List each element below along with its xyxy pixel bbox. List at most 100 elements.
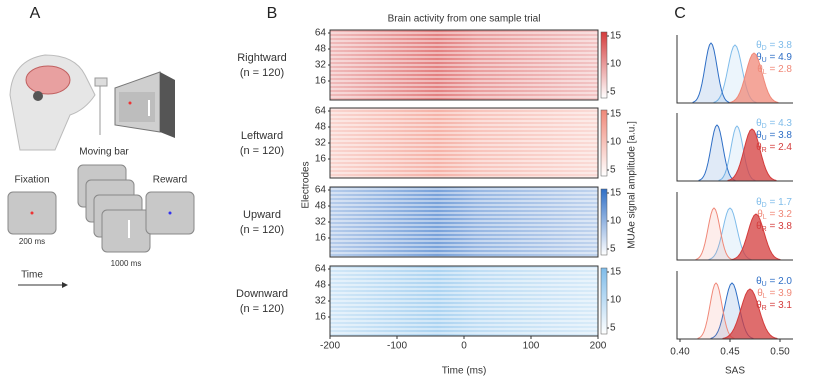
symbol: θ — [756, 130, 762, 141]
subscript: R — [762, 147, 767, 154]
symbol: θ — [756, 221, 762, 232]
axis-label: SAS — [725, 366, 745, 377]
frame — [676, 113, 793, 182]
label: 200 ms — [19, 237, 45, 246]
symbol: θ — [756, 300, 762, 311]
y-tick-label: 32 — [315, 60, 327, 71]
condition-n: (n = 120) — [240, 303, 284, 315]
heatmap-texture — [330, 266, 598, 336]
colorbar-tick-label: 15 — [610, 109, 622, 120]
condition-name: Leftward — [241, 130, 283, 142]
heatmap-texture — [330, 108, 598, 178]
subscript: L — [763, 214, 767, 221]
arrow-head — [62, 282, 68, 288]
colorbar-tick-label: 15 — [610, 31, 622, 42]
condition-n: (n = 120) — [240, 145, 284, 157]
theta-label: θD = 4.3 — [756, 118, 792, 130]
axis-label: Electrodes — [301, 161, 312, 208]
symbol: θ — [756, 142, 762, 153]
value: = 3.1 — [767, 300, 793, 311]
value: = 2.0 — [767, 276, 793, 287]
histogram — [698, 124, 736, 182]
x-tick-label: 0 — [461, 341, 467, 352]
y-tick-label: 64 — [315, 28, 327, 39]
value: = 1.7 — [767, 197, 793, 208]
label: 1000 ms — [111, 259, 142, 268]
symbol: θ — [757, 209, 763, 220]
colorbar-tick-label: 5 — [610, 165, 616, 176]
x-tick-label: 100 — [523, 341, 540, 352]
subscript: D — [762, 123, 767, 130]
histogram — [729, 52, 779, 104]
value: = 3.8 — [767, 221, 793, 232]
theta-label: θU = 3.8 — [756, 130, 792, 142]
histogram — [731, 213, 781, 261]
y-tick-label: 16 — [315, 233, 327, 244]
colorbar-tick-label: 10 — [610, 216, 622, 227]
y-tick-label: 16 — [315, 312, 327, 323]
label: Fixation — [14, 175, 49, 186]
frame — [676, 271, 793, 340]
y-tick-label: 48 — [315, 201, 327, 212]
theta-label: θR = 2.4 — [756, 142, 792, 154]
colorbar-tick-label: 10 — [610, 137, 622, 148]
symbol: θ — [756, 118, 762, 129]
y-tick-label: 16 — [315, 76, 327, 87]
y-tick-label: 64 — [315, 185, 327, 196]
condition-n: (n = 120) — [240, 224, 284, 236]
subscript: L — [763, 69, 767, 76]
value: = 4.9 — [767, 52, 793, 63]
value: = 2.8 — [767, 64, 793, 75]
y-tick-label: 48 — [315, 122, 327, 133]
histogram — [722, 288, 778, 340]
condition-name: Rightward — [237, 52, 287, 64]
colorbar — [600, 188, 608, 256]
heatmap-texture — [330, 187, 598, 257]
y-tick-label: 64 — [315, 264, 327, 275]
x-tick-label: 200 — [590, 341, 607, 352]
colorbar — [600, 109, 608, 177]
colorbar-tick-label: 10 — [610, 295, 622, 306]
value: = 4.3 — [767, 118, 793, 129]
x-tick-label: -100 — [387, 341, 407, 352]
symbol: θ — [756, 197, 762, 208]
colorbar — [600, 267, 608, 335]
subscript: R — [762, 226, 767, 233]
axis-label: Time (ms) — [442, 366, 487, 377]
subscript: D — [762, 45, 767, 52]
panel-label: A — [30, 5, 41, 22]
theta-label: θL = 3.2 — [757, 209, 792, 221]
histogram — [695, 207, 733, 261]
subscript: U — [762, 57, 767, 64]
symbol: θ — [756, 40, 762, 51]
colorbar-tick-label: 5 — [610, 87, 616, 98]
value: = 3.8 — [767, 130, 793, 141]
condition-name: Downward — [236, 288, 288, 300]
y-tick-label: 32 — [315, 217, 327, 228]
colorbar — [600, 31, 608, 99]
colorbar-tick-label: 15 — [610, 188, 622, 199]
axis-label: MUAe signal amplitude [a.u.] — [627, 121, 638, 249]
label: Time — [21, 270, 43, 281]
subscript: U — [762, 135, 767, 142]
value: = 3.9 — [767, 288, 793, 299]
heatmap-texture — [330, 30, 598, 100]
value: = 2.4 — [767, 142, 793, 153]
symbol: θ — [756, 52, 762, 63]
y-tick-label: 32 — [315, 296, 327, 307]
symbol: θ — [756, 276, 762, 287]
subscript: L — [763, 293, 767, 300]
colorbar-tick-label: 5 — [610, 244, 616, 255]
theta-label: θR = 3.1 — [756, 300, 792, 312]
y-tick-label: 16 — [315, 154, 327, 165]
colorbar-tick-label: 5 — [610, 323, 616, 334]
frame — [676, 192, 793, 261]
histogram — [692, 42, 730, 104]
colorbar-tick-label: 15 — [610, 267, 622, 278]
y-tick-label: 32 — [315, 138, 327, 149]
value: = 3.8 — [767, 40, 793, 51]
monkey-illustration — [9, 54, 175, 151]
frame — [676, 35, 793, 104]
panel-label: C — [674, 5, 686, 22]
